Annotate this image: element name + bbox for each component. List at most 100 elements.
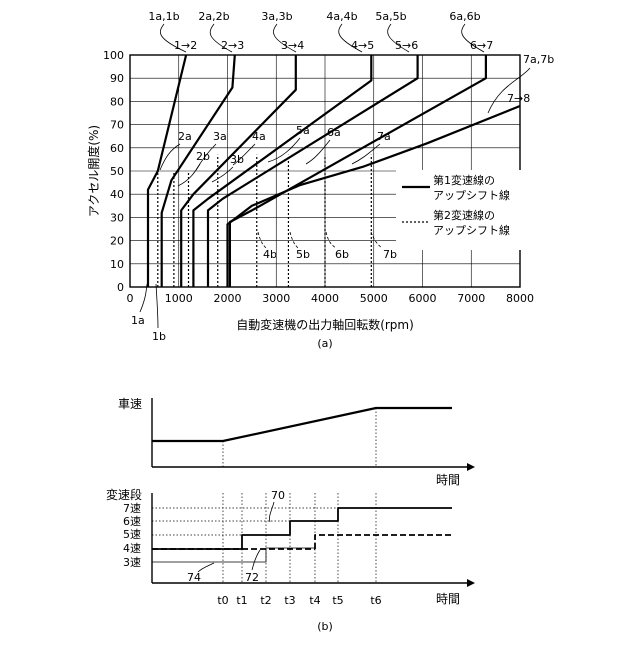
label-1b: 1b [152,330,166,343]
gear-line-74 [152,548,315,562]
x-tick-5000: 5000 [360,292,388,305]
shift-label-4: 4→5 [351,39,374,52]
label-4b: 4b [263,248,277,261]
label-5a: 5a [296,124,310,137]
leader-1b [156,284,158,328]
callout-70-leader [269,502,274,522]
x-axis-label-a: 自動変速機の出力軸回転数(rpm) [236,317,414,332]
top-label-3: 3a,3b [261,10,292,23]
leader-6a [306,140,330,164]
top-label-2: 2a,2b [198,10,229,23]
y-tick-20: 20 [110,235,124,248]
gear-x-arrow [467,579,475,587]
legend-dotted-label-1: 第2変速線の [433,208,495,222]
chart-b: 車速 時間 変速段 7速 6速 5速 4速 3速 70 72 [106,397,475,633]
time-grid-lines [223,408,376,583]
x-tick-3000: 3000 [262,292,290,305]
leader-top-7 [488,68,530,113]
y-tick-70: 70 [110,119,124,132]
shift-label-5: 5→6 [395,39,418,52]
label-2b: 2b [196,150,210,163]
y-tick-60: 60 [110,142,124,155]
shift-label-6: 6→7 [470,39,493,52]
legend-solid-label-1: 第1変速線の [433,173,495,187]
leader-5b [290,232,298,248]
label-2a: 2a [178,130,192,143]
top-label-1: 1a,1b [148,10,179,23]
x-tick-labels-a: 0 1000 2000 3000 4000 5000 6000 7000 8000 [127,292,535,305]
caption-b: (b) [317,620,333,633]
leader-6b [326,232,336,248]
y-tick-0: 0 [117,281,124,294]
callout-72: 72 [245,571,259,584]
leader-5a [268,138,300,162]
x-tick-2000: 2000 [214,292,242,305]
label-5b: 5b [296,248,310,261]
y-tick-10: 10 [110,258,124,271]
legend-dotted-label-2: アップシフト線 [433,223,510,237]
leader-3b [212,167,233,182]
callout-70: 70 [271,489,285,502]
y-tick-50: 50 [110,165,124,178]
y-tick-40: 40 [110,188,124,201]
time-tick-1: t1 [236,594,247,607]
x-tick-6000: 6000 [409,292,437,305]
time-tick-2: t2 [260,594,271,607]
x-tick-0: 0 [127,292,134,305]
y-axis-label-a: アクセル開度(%) [86,125,101,217]
callout-74: 74 [187,571,201,584]
y-tick-90: 90 [110,72,124,85]
chart-a: 0 1000 2000 3000 4000 5000 6000 7000 8000 0 10 20 3… [86,10,554,350]
gear-6: 6速 [123,515,141,528]
y-tick-100: 100 [103,49,124,62]
x-tick-7000: 7000 [457,292,485,305]
x-tick-1000: 1000 [165,292,193,305]
label-6b: 6b [335,248,349,261]
shift-label-3: 3→4 [281,39,304,52]
label-1a: 1a [131,314,145,327]
time-tick-5: t5 [332,594,343,607]
time-tick-4: t4 [309,594,320,607]
label-3b: 3b [230,153,244,166]
y-tick-80: 80 [110,95,124,108]
label-3a: 3a [213,130,227,143]
time-tick-0: t0 [217,594,228,607]
top-label-7: 7a,7b [523,53,554,66]
top-label-5: 5a,5b [375,10,406,23]
x-tick-8000: 8000 [506,292,534,305]
leader-7b [371,232,382,248]
y-tick-30: 30 [110,211,124,224]
speed-label: 車速 [118,397,142,411]
speed-x-arrow [467,463,475,471]
gear-time-label: 時間 [436,592,460,606]
top-label-4: 4a,4b [326,10,357,23]
caption-a: (a) [317,337,332,350]
shift-label-1: 1→2 [174,39,197,52]
label-7b: 7b [383,248,397,261]
speed-time-label: 時間 [436,473,460,487]
gear-label: 変速段 [106,487,142,502]
shift-label-7: 7→8 [507,92,530,105]
gear-3: 3速 [123,556,141,569]
shift-label-2: 2→3 [221,39,244,52]
gear-line-72-b [315,535,452,549]
gear-5: 5速 [123,528,141,541]
x-tick-4000: 4000 [311,292,339,305]
time-tick-labels: t0 t1 t2 t3 t4 t5 t6 [217,594,381,607]
time-tick-6: t6 [370,594,381,607]
top-label-6: 6a,6b [449,10,480,23]
speed-line [152,408,452,441]
legend-a: 第1変速線の アップシフト線 第2変速線の アップシフト線 [396,170,524,250]
label-7a: 7a [377,130,391,143]
legend-solid-label-2: アップシフト線 [433,188,510,202]
leader-4b [258,232,266,248]
label-4a: 4a [252,130,266,143]
gear-7: 7速 [123,502,141,515]
label-6a: 6a [327,126,341,139]
time-tick-3: t3 [284,594,295,607]
gear-4: 4速 [123,542,141,555]
gear-line-70 [152,508,452,549]
leader-1a [140,284,147,312]
